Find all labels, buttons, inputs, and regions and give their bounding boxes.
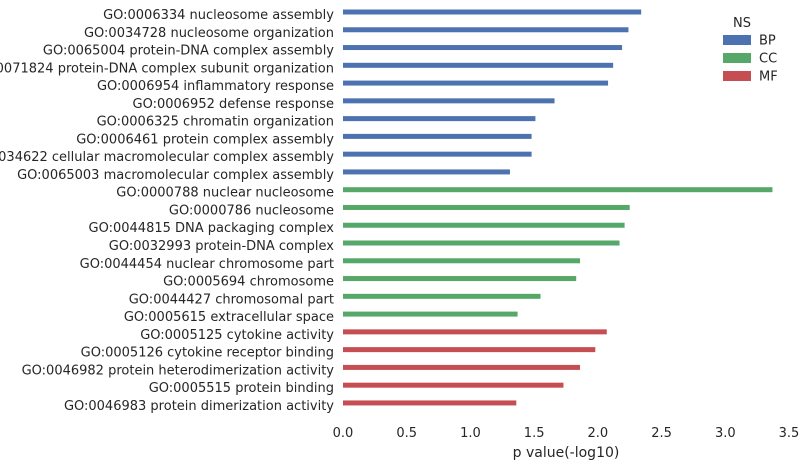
x-tick-label: 2.0 bbox=[588, 426, 609, 441]
category-label: GO:0044427 chromosomal part bbox=[129, 292, 334, 307]
category-label: GO:0034728 nucleosome organization bbox=[84, 26, 334, 41]
bar-cc bbox=[343, 222, 625, 228]
bar-mf bbox=[343, 364, 581, 370]
category-label: GO:0005694 chromosome bbox=[163, 275, 334, 290]
legend-label-cc: CC bbox=[759, 52, 777, 67]
category-label: GO:0034622 cellular macromolecular compl… bbox=[0, 150, 334, 165]
bar-mf bbox=[343, 347, 596, 353]
legend-label-bp: BP bbox=[759, 34, 776, 49]
x-tick-label: 1.0 bbox=[460, 426, 481, 441]
category-label: GO:0006461 protein complex assembly bbox=[76, 132, 334, 147]
legend-swatch-bp bbox=[723, 35, 751, 45]
category-label: GO:0044815 DNA packaging complex bbox=[89, 221, 335, 236]
x-tick-label: 0.5 bbox=[396, 426, 417, 441]
bar-cc bbox=[343, 276, 577, 282]
bar-mf bbox=[343, 329, 607, 335]
category-label: GO:0065004 protein-DNA complex assembly bbox=[43, 44, 334, 59]
bar-cc bbox=[343, 311, 518, 317]
bar-cc bbox=[343, 258, 581, 264]
category-label: GO:0006334 nucleosome assembly bbox=[103, 8, 334, 23]
category-label: GO:0000786 nucleosome bbox=[169, 203, 334, 218]
x-tick-label: 1.5 bbox=[524, 426, 545, 441]
bar-bp bbox=[343, 27, 629, 33]
category-label: GO:0046982 protein heterodimerization ac… bbox=[22, 363, 335, 378]
category-label: GO:0071824 protein-DNA complex subunit o… bbox=[0, 61, 334, 76]
x-axis-ticks: 0.0 0.5 1.0 1.5 2.0 2.5 3.0 3.5 bbox=[333, 426, 800, 441]
bar-bp bbox=[343, 80, 609, 86]
category-label: GO:0000788 nuclear nucleosome bbox=[116, 186, 334, 201]
x-tick-label: 3.0 bbox=[715, 426, 736, 441]
bar-bp bbox=[343, 45, 623, 51]
bar-cc bbox=[343, 293, 541, 299]
bar-cc bbox=[343, 240, 620, 246]
category-label: GO:0005615 extracellular space bbox=[124, 310, 334, 325]
bar-bp bbox=[343, 98, 555, 104]
bar-bp bbox=[343, 133, 532, 139]
category-labels: GO:0006334 nucleosome assembly GO:0034728… bbox=[0, 8, 334, 414]
category-label: GO:0005125 cytokine activity bbox=[140, 328, 334, 343]
category-label: GO:0065003 macromolecular complex assemb… bbox=[17, 168, 334, 183]
category-label: GO:0005515 protein binding bbox=[149, 381, 334, 396]
bar-bp bbox=[343, 116, 536, 122]
bar-bp bbox=[343, 169, 510, 175]
bar-bp bbox=[343, 9, 642, 15]
x-tick-label: 0.0 bbox=[333, 426, 354, 441]
category-label: GO:0006952 defense response bbox=[133, 97, 335, 112]
legend: NS BP CC MF bbox=[723, 16, 778, 85]
bar-bp bbox=[343, 151, 532, 157]
legend-swatch-cc bbox=[723, 53, 751, 63]
category-label: GO:0044454 nuclear chromosome part bbox=[80, 257, 334, 272]
x-tick-label: 3.5 bbox=[779, 426, 800, 441]
bars-layer bbox=[343, 9, 773, 406]
bar-mf bbox=[343, 382, 564, 388]
legend-label-mf: MF bbox=[759, 70, 778, 85]
category-label: GO:0046983 protein dimerization activity bbox=[64, 399, 334, 414]
category-label: GO:0005126 cytokine receptor binding bbox=[81, 346, 334, 361]
category-label: GO:0006325 chromatin organization bbox=[97, 115, 334, 130]
bar-cc bbox=[343, 187, 773, 193]
category-label: GO:0032993 protein-DNA complex bbox=[109, 239, 335, 254]
x-tick-label: 2.5 bbox=[651, 426, 672, 441]
bar-mf bbox=[343, 400, 517, 406]
category-label: GO:0006954 inflammatory response bbox=[97, 79, 334, 94]
x-axis-title: p value(-log10) bbox=[513, 445, 620, 461]
legend-swatch-mf bbox=[723, 71, 751, 81]
bar-bp bbox=[343, 62, 614, 68]
legend-title: NS bbox=[733, 16, 751, 31]
bar-cc bbox=[343, 204, 630, 210]
